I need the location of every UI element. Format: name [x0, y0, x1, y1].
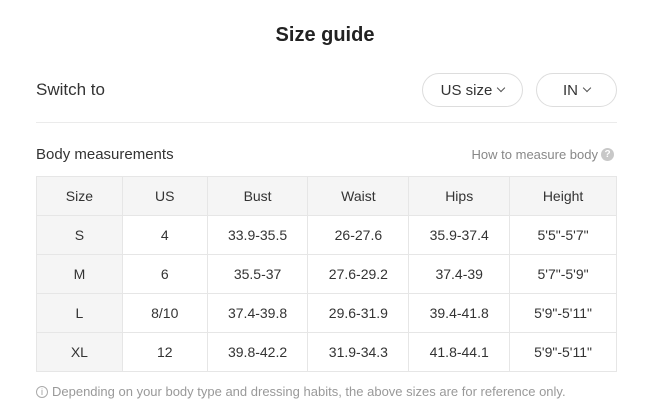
table-cell: 5'9"-5'11"	[509, 293, 617, 333]
question-icon: ?	[601, 148, 614, 161]
table-cell: 39.8-42.2	[206, 332, 309, 372]
table-cell: 29.6-31.9	[307, 293, 410, 333]
size-system-dropdown[interactable]: US size	[422, 73, 523, 107]
unit-dropdown[interactable]: IN	[536, 73, 617, 107]
reference-note: i Depending on your body type and dressin…	[36, 384, 566, 399]
column-header: Hips	[408, 176, 511, 216]
table-cell: 37.4-39	[408, 254, 511, 294]
how-to-measure-label: How to measure body	[471, 147, 598, 162]
table-cell: 4	[121, 215, 208, 255]
table-cell: 5'9"-5'11"	[509, 332, 617, 372]
table-row: L 8/10 37.4-39.8 29.6-31.9 39.4-41.8 5'9"-5'1…	[36, 293, 617, 333]
chevron-down-icon	[497, 83, 506, 93]
chevron-down-icon	[582, 83, 592, 93]
table-cell: M	[36, 254, 123, 294]
table-cell: 33.9-35.5	[206, 215, 309, 255]
size-table: Size US Bust Waist Hips Height S 4 33.9-35.5 26-…	[36, 176, 617, 372]
table-cell: 5'5"-5'7"	[509, 215, 617, 255]
table-cell: 35.5-37	[206, 254, 309, 294]
table-row: S 4 33.9-35.5 26-27.6 35.9-37.4 5'5"-5'7"	[36, 215, 617, 255]
unit-value: IN	[563, 81, 578, 99]
column-header: Height	[509, 176, 617, 216]
table-cell: 26-27.6	[307, 215, 410, 255]
note-text: Depending on your body type and dressing…	[52, 384, 566, 399]
table-cell: 37.4-39.8	[206, 293, 309, 333]
size-system-value: US size	[440, 81, 493, 99]
column-header: US	[121, 176, 208, 216]
table-cell: 5'7"-5'9"	[509, 254, 617, 294]
table-cell: 35.9-37.4	[408, 215, 511, 255]
table-header-row: Size US Bust Waist Hips Height	[36, 176, 617, 216]
info-icon: i	[36, 385, 48, 398]
table-row: XL 12 39.8-42.2 31.9-34.3 41.8-44.1 5'9"-5'11…	[36, 332, 617, 372]
table-cell: 39.4-41.8	[408, 293, 511, 333]
table-cell: 12	[121, 332, 208, 372]
page-title: Size guide	[275, 24, 375, 46]
table-row: M 6 35.5-37 27.6-29.2 37.4-39 5'7"-5'9"	[36, 254, 617, 294]
column-header: Size	[36, 176, 123, 216]
divider	[36, 122, 617, 123]
table-cell: 8/10	[121, 293, 208, 333]
table-cell: 6	[121, 254, 208, 294]
table-cell: XL	[36, 332, 123, 372]
section-title: Body measurements	[36, 146, 174, 163]
column-header: Bust	[206, 176, 309, 216]
column-header: Waist	[307, 176, 410, 216]
table-cell: 31.9-34.3	[307, 332, 410, 372]
how-to-measure-link[interactable]: How to measure body?	[472, 147, 614, 162]
switch-label: Switch to	[36, 80, 105, 99]
table-cell: 27.6-29.2	[307, 254, 410, 294]
table-cell: L	[36, 293, 123, 333]
table-cell: S	[36, 215, 123, 255]
table-cell: 41.8-44.1	[408, 332, 511, 372]
